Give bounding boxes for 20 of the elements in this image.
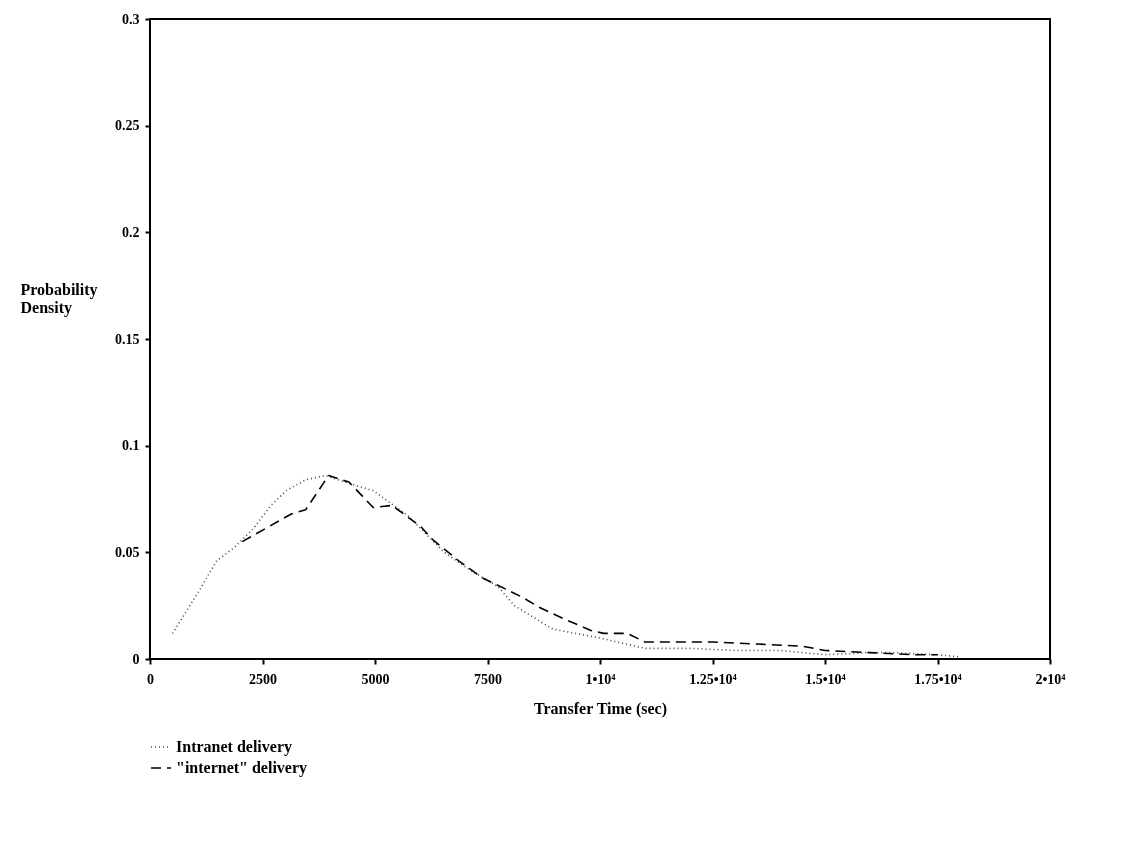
x-tick-label: 2500: [249, 671, 277, 687]
y-tick-label: 0.15: [115, 331, 140, 347]
legend-label: Intranet delivery: [176, 738, 292, 756]
y-axis-title: Probability Density: [20, 280, 98, 317]
y-tick-label: 0.25: [115, 118, 140, 134]
x-tick-label: 1.5•10⁴: [805, 671, 847, 687]
x-tick-label: 1.25•10⁴: [689, 671, 738, 687]
y-tick-label: 0: [132, 651, 140, 667]
y-tick-label: 0.3: [122, 11, 140, 27]
y-tick-label: 0.05: [115, 544, 140, 560]
y-tick-label: 0.2: [122, 224, 140, 240]
x-tick-label: 1.75•10⁴: [914, 671, 963, 687]
x-tick-label: 5000: [361, 671, 390, 687]
x-tick-label: 2•10⁴: [1035, 671, 1067, 687]
x-tick-label: 0: [147, 671, 154, 687]
x-tick-label: 7500: [474, 671, 502, 687]
y-tick-label: 0.1: [122, 438, 140, 454]
x-tick-label: 1•10⁴: [585, 671, 617, 687]
x-axis-title: Transfer Time (sec): [533, 699, 668, 718]
legend-label: "internet" delivery: [176, 759, 308, 777]
